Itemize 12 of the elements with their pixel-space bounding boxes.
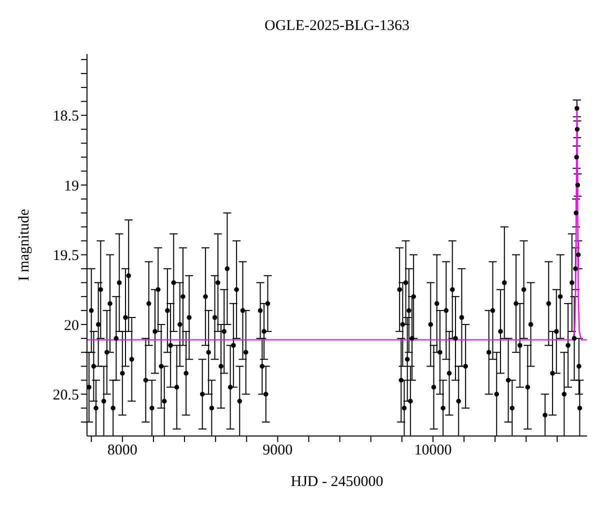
x-axis-title: HJD - 2450000 [290, 474, 384, 490]
x-tick-label: 10000 [414, 442, 452, 459]
y-tick-label: 19.5 [52, 248, 79, 264]
x-tick-label: 9000 [262, 442, 293, 459]
chart-title: OGLE-2025-BLG-1363 [264, 18, 410, 36]
x-tick-label: 8000 [107, 442, 138, 459]
y-tick-label: 18.5 [52, 108, 79, 125]
y-tick-label: 19 [64, 178, 79, 194]
line-series [87, 108, 587, 340]
y-axis-title: I magnitude [16, 208, 32, 282]
y-tick-label: 20 [64, 318, 79, 334]
y-tick-label: 20.5 [52, 388, 79, 404]
